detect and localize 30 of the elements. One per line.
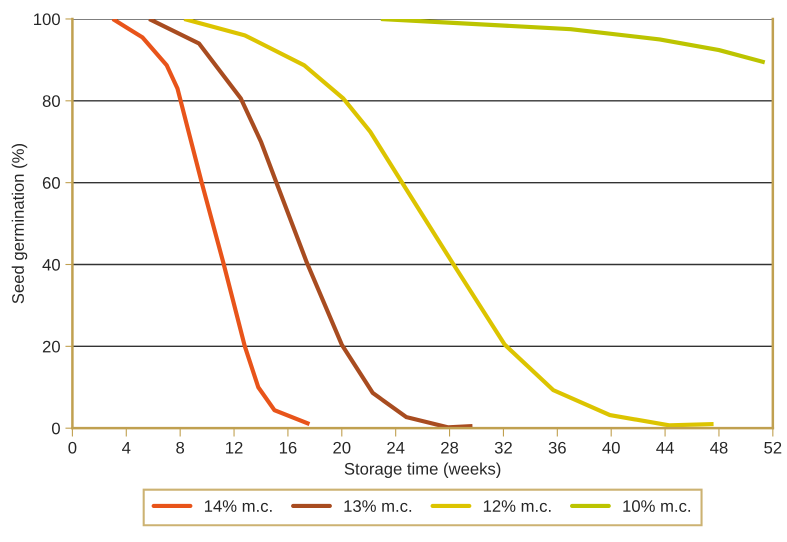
y-axis-title: Seed germination (%): [12, 144, 28, 304]
x-tick-label: 12: [226, 442, 242, 454]
legend-label: 12% m.c.: [484, 500, 551, 512]
y-tick-label: 100: [34, 13, 60, 26]
line-series: [378, 18, 767, 64]
y-tick-label: 0: [52, 422, 60, 434]
y-tick-label: 40: [42, 258, 60, 271]
x-tick-label: 8: [176, 442, 184, 454]
y-tick-label: 80: [42, 95, 60, 108]
line-series: [182, 18, 716, 428]
x-tick-label: 32: [494, 442, 512, 454]
x-tick-label: 24: [387, 442, 404, 454]
x-tick-label: 0: [68, 442, 76, 454]
x-tick-label: 4: [122, 442, 130, 454]
x-tick-label: 20: [333, 442, 350, 454]
x-axis-title: Storage time (weeks): [344, 462, 500, 478]
y-tick-label: 60: [42, 177, 60, 189]
line-series: [110, 18, 312, 426]
x-tick-label: 48: [710, 442, 728, 454]
x-tick-label: 44: [656, 442, 674, 454]
x-tick-label: 40: [602, 442, 620, 454]
legend-label: 13% m.c.: [344, 500, 412, 512]
line-series: [147, 18, 475, 428]
legend-label: 14% m.c.: [204, 500, 272, 512]
x-tick-label: 16: [280, 442, 296, 454]
legend-label: 10% m.c.: [623, 500, 690, 512]
x-tick-label: 52: [764, 442, 782, 454]
y-tick-label: 20: [42, 340, 60, 353]
x-tick-label: 28: [441, 442, 458, 454]
x-tick-label: 36: [548, 442, 566, 454]
